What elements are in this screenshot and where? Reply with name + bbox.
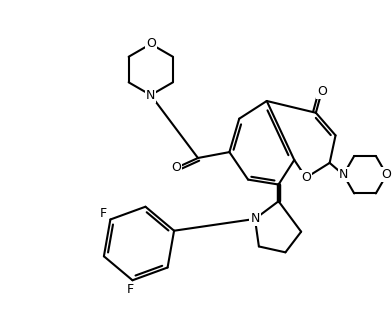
Text: N: N: [146, 89, 156, 102]
Text: O: O: [146, 37, 156, 50]
Text: N: N: [339, 168, 348, 181]
Text: N: N: [250, 212, 260, 226]
Text: O: O: [317, 85, 327, 98]
Text: O: O: [171, 161, 181, 174]
Text: O: O: [382, 168, 392, 181]
Text: F: F: [99, 207, 106, 220]
Text: O: O: [301, 171, 311, 184]
Text: F: F: [127, 284, 134, 296]
